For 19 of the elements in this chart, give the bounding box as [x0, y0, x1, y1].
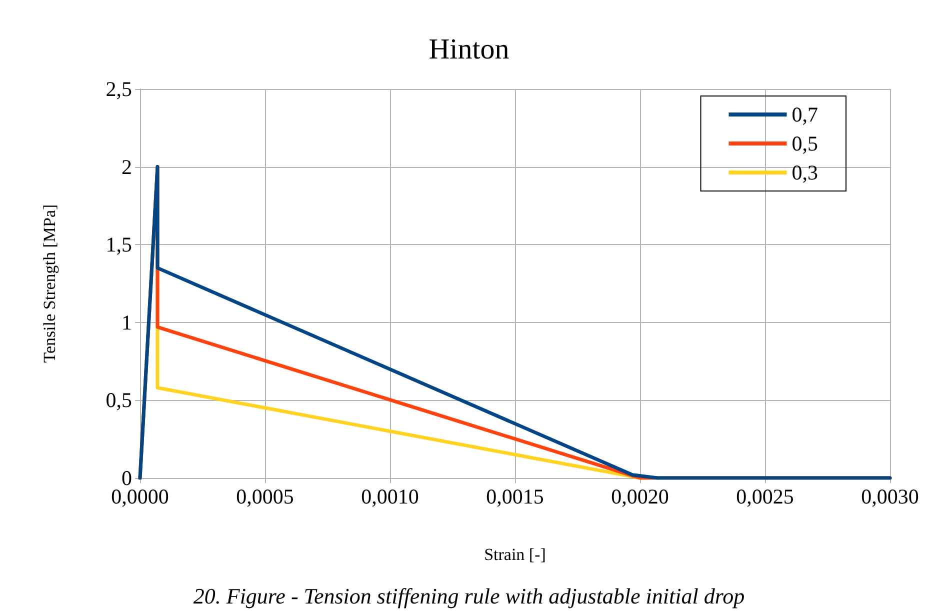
y-tick-label: 1 — [122, 310, 132, 334]
y-axis-title: Tensile Strength [MPa] — [40, 204, 59, 363]
x-tick-label: 0,0020 — [611, 484, 669, 508]
x-axis-title: Strain [-] — [484, 545, 546, 564]
legend-label: 0,5 — [792, 132, 818, 156]
y-tick-label: 2,5 — [106, 77, 132, 101]
text: 20. Figure - Tension stiffening rule with adjustable initial drop — [193, 584, 745, 608]
y-tick-label: 1,5 — [106, 232, 132, 257]
legend-label: 0,7 — [792, 102, 818, 126]
y-tick-label: 2 — [122, 154, 132, 179]
x-tick-label: 0,0010 — [361, 484, 419, 508]
line-series — [138, 165, 892, 480]
legend-label: 0,3 — [792, 160, 818, 184]
x-tick-label: 0,0015 — [486, 484, 544, 508]
y-tick-label: 0,5 — [106, 388, 132, 412]
x-tick-label: 0,0005 — [236, 484, 294, 508]
x-tick-label: 0,0030 — [861, 484, 919, 508]
x-tick-label: 0,0025 — [736, 484, 794, 508]
chart-title: Hinton — [428, 34, 510, 66]
